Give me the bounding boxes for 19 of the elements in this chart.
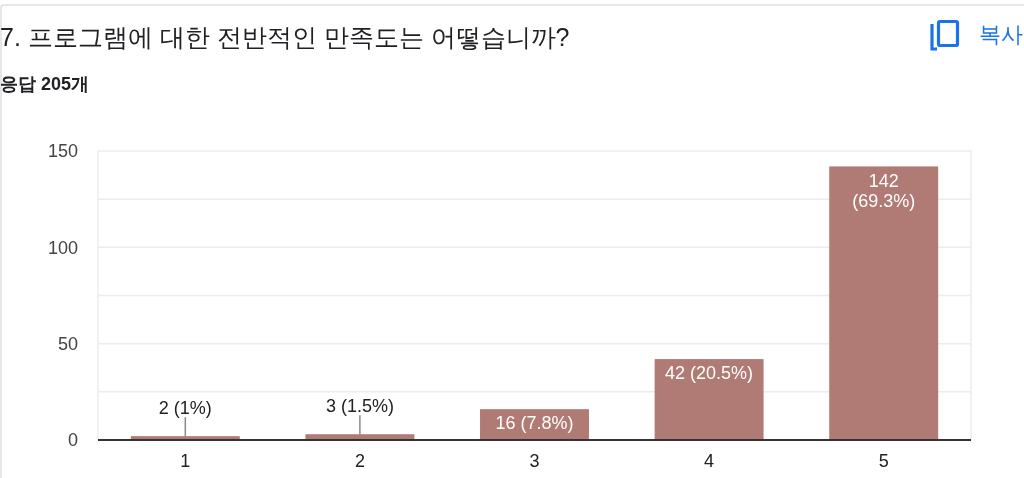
- data-label: 142 (69.3%): [852, 171, 916, 212]
- x-tick-label: 1: [180, 450, 191, 471]
- y-tick-label: 50: [57, 333, 78, 354]
- bar: [654, 359, 764, 440]
- data-label: 2 (1%): [158, 398, 212, 419]
- bar: [829, 166, 939, 440]
- y-tick-label: 100: [47, 237, 78, 258]
- text: 복사: [979, 22, 1023, 47]
- chart-title: 7. 프로그램에 대한 전반적인 만족도는 어떻습니까?: [0, 23, 570, 51]
- data-label: 16 (7.8%): [495, 413, 574, 434]
- x-tick-label: 2: [354, 450, 365, 471]
- y-tick-label: 150: [47, 141, 78, 162]
- x-tick-label: 3: [529, 450, 540, 471]
- data-label: 42 (20.5%): [665, 363, 754, 384]
- chart-subtitle: 응답 205개: [0, 74, 90, 94]
- y-tick-label: 0: [67, 430, 78, 451]
- x-tick-label: 5: [878, 450, 889, 471]
- x-tick-label: 4: [704, 450, 715, 471]
- data-label: 3 (1.5%): [325, 396, 394, 417]
